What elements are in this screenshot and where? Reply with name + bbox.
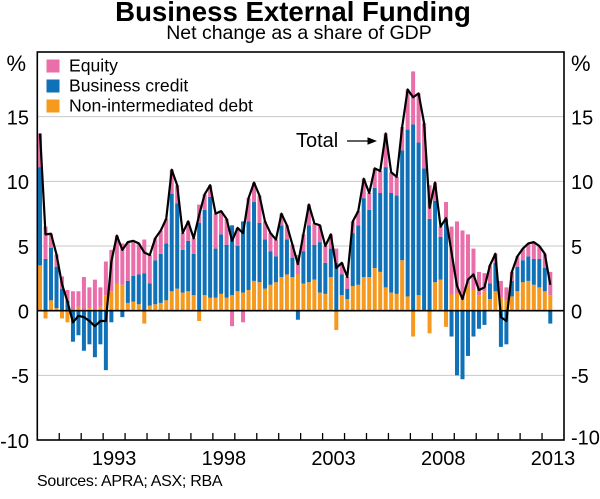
svg-text:Total: Total — [296, 130, 338, 152]
svg-text:15: 15 — [7, 107, 29, 129]
svg-text:2013: 2013 — [531, 448, 576, 470]
svg-text:10: 10 — [7, 172, 29, 194]
svg-text:2003: 2003 — [311, 448, 356, 470]
svg-text:15: 15 — [571, 107, 593, 129]
svg-text:5: 5 — [18, 237, 29, 259]
svg-text:Business credit: Business credit — [69, 76, 188, 96]
svg-text:0: 0 — [571, 301, 582, 323]
svg-text:Equity: Equity — [69, 56, 118, 76]
svg-text:-5: -5 — [571, 366, 589, 388]
svg-text:-5: -5 — [11, 366, 29, 388]
svg-text:10: 10 — [571, 172, 593, 194]
svg-text:%: % — [571, 51, 591, 76]
svg-text:-10: -10 — [0, 431, 29, 453]
svg-text:%: % — [6, 51, 26, 76]
svg-text:1998: 1998 — [202, 448, 247, 470]
svg-text:Sources: APRA; ASX; RBA: Sources: APRA; ASX; RBA — [37, 473, 223, 490]
svg-text:2008: 2008 — [421, 448, 466, 470]
svg-text:-10: -10 — [571, 428, 600, 450]
svg-text:Non-intermediated debt: Non-intermediated debt — [69, 96, 253, 116]
svg-text:Business External Funding: Business External Funding — [115, 0, 471, 27]
svg-text:5: 5 — [571, 237, 582, 259]
svg-text:0: 0 — [18, 301, 29, 323]
svg-text:1993: 1993 — [92, 448, 137, 470]
svg-text:Net change as a share of GDP: Net change as a share of GDP — [166, 22, 432, 44]
